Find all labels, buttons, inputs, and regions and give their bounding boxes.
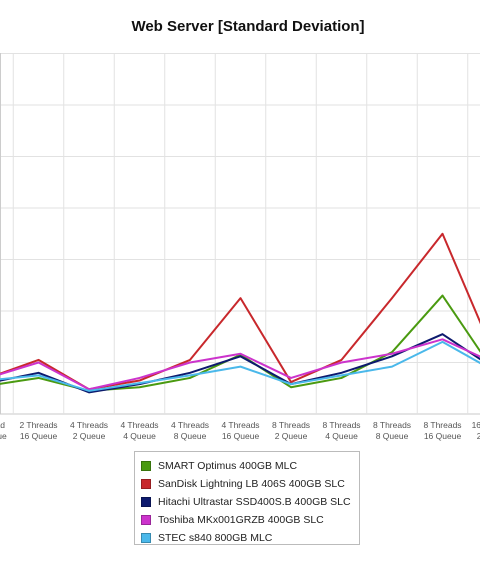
data-point: [441, 338, 444, 341]
legend-label: Hitachi Ultrastar SSD400S.B 400GB SLC: [158, 496, 351, 508]
legend-label: STEC s840 800GB MLC: [158, 532, 273, 544]
legend-label: SMART Optimus 400GB MLC: [158, 460, 298, 472]
data-point: [37, 374, 40, 377]
data-point: [138, 377, 141, 379]
data-point: [88, 390, 90, 392]
x-tick-label: 4 Threads 16 Queue: [221, 420, 259, 441]
legend-item: SMART Optimus 400GB MLC: [141, 457, 353, 475]
data-point: [441, 294, 444, 297]
x-tick-label: 8 Threads 16 Queue: [423, 420, 461, 441]
x-tick-label: 8 Threads 4 Queue: [322, 420, 360, 441]
x-tick-label: 8 Threads 2 Queue: [272, 420, 310, 441]
data-point: [391, 297, 393, 299]
data-point: [340, 374, 343, 377]
data-point: [88, 391, 90, 394]
data-point: [189, 374, 191, 377]
legend-swatch: [141, 515, 151, 525]
x-tick-label: 4 Threads 4 Queue: [120, 420, 158, 441]
data-point: [37, 372, 40, 374]
series-line-2: [0, 333, 480, 394]
legend-swatch: [141, 461, 151, 471]
data-point: [37, 377, 40, 379]
data-point: [340, 372, 343, 374]
legend-swatch: [141, 533, 151, 543]
data-point: [239, 355, 242, 358]
grid: [0, 53, 480, 415]
data-point: [391, 365, 393, 368]
data-point: [138, 379, 141, 382]
legend-item: Toshiba MKx001GRZB 400GB SLC: [141, 511, 353, 529]
data-point: [340, 359, 343, 361]
data-point: [189, 359, 191, 361]
data-point: [189, 377, 191, 379]
legend: SMART Optimus 400GB MLC SanDisk Lightning…: [134, 451, 360, 545]
data-point: [37, 359, 40, 361]
data-point: [391, 355, 393, 358]
chart-title: Web Server [Standard Deviation]: [131, 18, 365, 35]
x-tick-label: 1 Thread16 Queue: [0, 420, 7, 441]
data-point: [189, 372, 191, 374]
data-point: [138, 382, 141, 384]
legend-item: Hitachi Ultrastar SSD400S.B 400GB SLC: [141, 493, 353, 511]
legend-swatch: [141, 479, 151, 489]
data-point: [441, 333, 444, 335]
data-point: [441, 232, 444, 235]
data-point: [391, 352, 393, 355]
data-point: [239, 365, 242, 368]
legend-label: Toshiba MKx001GRZB 400GB SLC: [158, 514, 324, 526]
data-point: [340, 361, 343, 364]
data-point: [239, 352, 242, 355]
data-point: [239, 297, 242, 299]
x-tick-label: 4 Threads 2 Queue: [70, 420, 108, 441]
legend-label: SanDisk Lightning LB 406S 400GB SLC: [158, 478, 345, 490]
data-point: [37, 361, 40, 364]
data-point: [189, 361, 191, 364]
x-tick-label: 8 Threads 8 Queue: [373, 420, 411, 441]
data-point: [138, 386, 141, 389]
legend-item: SanDisk Lightning LB 406S 400GB SLC: [141, 475, 353, 493]
data-point: [290, 383, 292, 385]
data-point: [290, 386, 292, 389]
data-point: [441, 341, 444, 343]
series-line-0: [0, 294, 480, 392]
legend-swatch: [141, 497, 151, 507]
x-tick-label: 2 Threads 16 Queue: [19, 420, 57, 441]
legend-item: STEC s840 800GB MLC: [141, 529, 353, 547]
series-lines: [0, 232, 480, 394]
series-line-3: [0, 338, 480, 391]
x-tick-label: 4 Threads 8 Queue: [171, 420, 209, 441]
data-point: [340, 377, 343, 379]
data-point: [290, 377, 292, 379]
data-point: [290, 381, 292, 383]
